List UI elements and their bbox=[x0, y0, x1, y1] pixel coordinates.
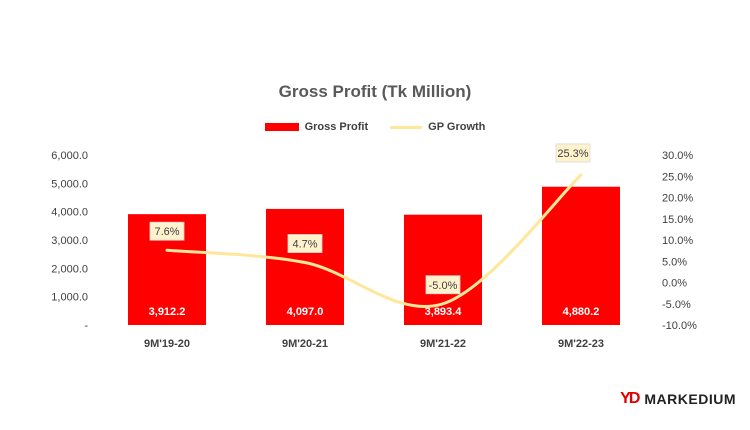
growth-label-box bbox=[555, 143, 591, 163]
bar-data-label: 4,880.2 bbox=[563, 306, 600, 318]
brand-name: MARKEDIUM bbox=[644, 391, 736, 407]
legend-item-gp-growth: GP Growth bbox=[390, 121, 485, 133]
legend-swatch-gross-profit bbox=[264, 123, 299, 131]
growth-label-box bbox=[149, 221, 185, 241]
brand-logo: YD MARKEDIUM bbox=[620, 390, 736, 408]
y-left-tick-label: 6,000.0 bbox=[51, 150, 88, 162]
growth-data-label: 25.3% bbox=[557, 148, 588, 160]
y-left-tick-label: - bbox=[84, 320, 88, 332]
x-category-label: 9M'21-22 bbox=[420, 338, 466, 350]
x-category-label: 9M'20-21 bbox=[282, 338, 328, 350]
bar-gross-profit bbox=[542, 186, 620, 325]
y-left-tick-label: 3,000.0 bbox=[51, 235, 88, 247]
y-right-tick-label: 0.0% bbox=[662, 278, 687, 290]
growth-data-label: -5.0% bbox=[429, 280, 458, 292]
legend-label-gp-growth: GP Growth bbox=[428, 121, 486, 133]
y-left-tick-label: 1,000.0 bbox=[51, 292, 88, 304]
y-right-tick-label: 25.0% bbox=[662, 171, 693, 183]
y-right-tick-label: 30.0% bbox=[662, 150, 693, 162]
y-right-tick-label: 10.0% bbox=[662, 235, 693, 247]
brand-mark-icon: YD bbox=[620, 390, 640, 407]
growth-label-box bbox=[425, 275, 461, 295]
bar-data-label: 3,912.2 bbox=[149, 306, 186, 318]
y-right-tick-label: 20.0% bbox=[662, 193, 693, 205]
legend-item-gross-profit: Gross Profit bbox=[264, 121, 369, 133]
bar-gross-profit bbox=[266, 208, 344, 325]
legend-label-gross-profit: Gross Profit bbox=[304, 121, 369, 133]
chart-title: Gross Profit (Tk Million) bbox=[278, 82, 472, 101]
line-gp-growth bbox=[165, 173, 583, 308]
y-left-tick-label: 4,000.0 bbox=[51, 207, 88, 219]
y-right-tick-label: 15.0% bbox=[662, 214, 693, 226]
chart-legend: Gross Profit GP Growth bbox=[0, 121, 750, 133]
growth-data-label: 4.7% bbox=[292, 239, 317, 251]
growth-label-box bbox=[287, 234, 323, 253]
growth-data-label: 7.6% bbox=[154, 226, 179, 238]
y-left-tick-label: 2,000.0 bbox=[51, 263, 88, 275]
x-category-label: 9M'22-23 bbox=[558, 338, 604, 350]
bar-data-label: 3,893.4 bbox=[425, 306, 463, 318]
x-category-label: 9M'19-20 bbox=[144, 338, 190, 350]
legend-swatch-gp-growth bbox=[390, 125, 423, 129]
y-right-tick-label: -5.0% bbox=[662, 299, 691, 311]
y-left-tick-label: 5,000.0 bbox=[51, 178, 88, 190]
y-right-tick-label: 5.0% bbox=[662, 256, 687, 268]
y-right-tick-label: -10.0% bbox=[662, 320, 697, 332]
bar-data-label: 4,097.0 bbox=[287, 306, 324, 318]
